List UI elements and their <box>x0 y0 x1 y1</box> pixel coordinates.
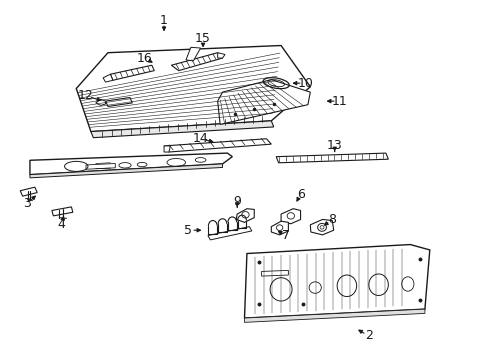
Text: 5: 5 <box>184 224 192 237</box>
Text: 14: 14 <box>192 132 208 145</box>
Polygon shape <box>171 53 222 71</box>
Text: 12: 12 <box>78 89 94 102</box>
Text: 16: 16 <box>136 51 152 64</box>
Text: 10: 10 <box>297 77 313 90</box>
Polygon shape <box>76 45 310 132</box>
Text: 8: 8 <box>327 213 336 226</box>
Polygon shape <box>236 209 254 222</box>
Polygon shape <box>110 65 154 80</box>
Polygon shape <box>52 207 73 216</box>
Polygon shape <box>30 164 222 178</box>
Polygon shape <box>281 209 300 224</box>
Text: 11: 11 <box>331 95 347 108</box>
Polygon shape <box>271 221 288 235</box>
Polygon shape <box>217 53 224 58</box>
Polygon shape <box>217 80 310 125</box>
Text: 1: 1 <box>160 14 168 27</box>
Polygon shape <box>20 187 37 196</box>
Text: 15: 15 <box>195 32 210 45</box>
Text: 6: 6 <box>296 188 304 201</box>
Polygon shape <box>163 146 170 152</box>
Polygon shape <box>244 309 424 322</box>
Text: 13: 13 <box>326 139 342 152</box>
Polygon shape <box>105 98 132 107</box>
Polygon shape <box>207 226 251 240</box>
Polygon shape <box>86 163 115 169</box>
Polygon shape <box>276 153 387 163</box>
Polygon shape <box>91 121 273 138</box>
Polygon shape <box>244 244 429 318</box>
Text: 4: 4 <box>58 218 65 231</box>
Polygon shape <box>163 139 271 152</box>
Text: 7: 7 <box>282 229 289 242</box>
Polygon shape <box>96 99 105 105</box>
Text: 9: 9 <box>233 195 241 208</box>
Text: 3: 3 <box>23 197 31 210</box>
Polygon shape <box>310 220 333 235</box>
Polygon shape <box>103 74 113 82</box>
Polygon shape <box>261 270 288 276</box>
Polygon shape <box>185 47 200 61</box>
Text: 2: 2 <box>364 329 372 342</box>
Polygon shape <box>30 153 232 175</box>
